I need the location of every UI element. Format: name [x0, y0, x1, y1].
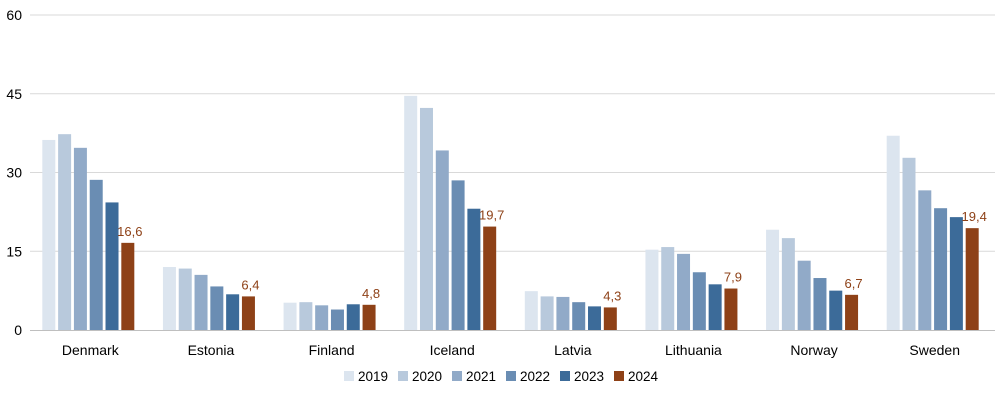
bar-2021-denmark: [73, 147, 87, 330]
bar-2023-iceland: [467, 208, 481, 330]
legend-item-2022: 2022: [506, 369, 550, 384]
bar-2024-norway: [845, 294, 859, 330]
bar-2019-latvia: [524, 291, 538, 330]
bar-2020-denmark: [58, 134, 72, 330]
x-tick-label: Iceland: [430, 342, 475, 358]
bar-2024-estonia: [241, 296, 255, 330]
x-tick-label: Finland: [309, 342, 355, 358]
y-axis: 0 15 30 45 60: [6, 7, 22, 338]
bar-2020-sweden: [902, 157, 916, 330]
bar-2021-finland: [315, 305, 329, 330]
bar-2022-norway: [813, 278, 827, 330]
data-label: 16,6: [117, 224, 142, 239]
legend-swatch: [560, 371, 570, 381]
x-tick-label: Norway: [790, 342, 837, 358]
bar-2021-latvia: [556, 296, 570, 330]
bar-2021-norway: [797, 260, 811, 330]
bar-2019-denmark: [42, 139, 56, 330]
bar-2020-iceland: [419, 107, 433, 330]
y-tick-label: 45: [6, 86, 22, 102]
bar-2019-norway: [766, 229, 780, 330]
data-label: 6,7: [845, 276, 863, 291]
legend-item-2019: 2019: [344, 369, 388, 384]
bar-2022-latvia: [572, 302, 586, 330]
data-label: 19,7: [479, 208, 504, 223]
bar-2023-sweden: [949, 217, 963, 330]
bar-2024-denmark: [121, 242, 135, 330]
bar-2019-sweden: [886, 135, 900, 330]
x-tick-label: Lithuania: [665, 342, 722, 358]
bar-2023-denmark: [105, 202, 119, 330]
bar-2021-iceland: [435, 150, 449, 330]
data-label: 7,9: [724, 270, 742, 285]
legend-label: 2023: [574, 369, 604, 384]
x-tick-label: Sweden: [909, 342, 960, 358]
data-labels: 16,6 6,4 4,8 19,7 4,3 7,9 6,7 19,4: [117, 208, 987, 304]
bar-2022-denmark: [89, 179, 103, 330]
legend-item-2020: 2020: [398, 369, 442, 384]
y-tick-label: 60: [6, 7, 22, 23]
gridlines: [30, 14, 995, 252]
bar-2024-finland: [362, 304, 376, 330]
data-label: 4,8: [362, 286, 380, 301]
legend-swatch: [344, 371, 354, 381]
x-axis: Denmark Estonia Finland Iceland Latvia Lithua…: [30, 330, 995, 358]
bar-2019-estonia: [162, 267, 176, 330]
legend-label: 2022: [520, 369, 550, 384]
bar-2020-latvia: [540, 296, 554, 330]
data-label: 4,3: [603, 288, 621, 303]
bar-2021-estonia: [194, 274, 208, 330]
bar-2020-estonia: [178, 268, 192, 330]
legend-swatch: [506, 371, 516, 381]
bar-2023-latvia: [588, 306, 602, 330]
legend-label: 2021: [466, 369, 496, 384]
bars: [42, 95, 979, 330]
legend-label: 2019: [358, 369, 388, 384]
legend-label: 2024: [628, 369, 659, 384]
x-tick-label: Estonia: [188, 342, 235, 358]
bar-2022-finland: [330, 309, 344, 330]
legend-label: 2020: [412, 369, 442, 384]
legend-item-2021: 2021: [452, 369, 496, 384]
data-label: 6,4: [241, 277, 259, 292]
legend-swatch: [614, 371, 624, 381]
bar-2022-iceland: [451, 180, 465, 330]
legend-swatch: [452, 371, 462, 381]
bar-2024-iceland: [483, 226, 497, 330]
y-tick-label: 0: [14, 322, 22, 338]
bar-2022-sweden: [934, 208, 948, 330]
bar-2020-norway: [781, 238, 795, 330]
data-label: 19,4: [962, 209, 987, 224]
y-tick-label: 30: [6, 165, 22, 181]
bar-2023-lithuania: [708, 284, 722, 330]
bar-2019-lithuania: [645, 249, 659, 330]
bar-2024-sweden: [965, 228, 979, 330]
bar-2023-estonia: [226, 294, 240, 330]
legend-item-2024: 2024: [614, 369, 659, 384]
x-tick-label: Latvia: [554, 342, 592, 358]
legend-swatch: [398, 371, 408, 381]
bar-2024-lithuania: [724, 288, 738, 330]
bar-2020-lithuania: [661, 247, 675, 330]
bar-2023-norway: [829, 290, 843, 330]
legend: 2019 2020 2021 2022 2023 2024: [344, 369, 659, 384]
bar-2023-finland: [346, 304, 360, 330]
bar-2021-lithuania: [677, 253, 691, 330]
bar-2021-sweden: [918, 190, 932, 330]
y-tick-label: 15: [6, 243, 22, 259]
x-tick-label: Denmark: [62, 342, 120, 358]
bar-2020-finland: [299, 302, 313, 330]
bar-2019-iceland: [404, 95, 418, 330]
bar-2022-lithuania: [692, 272, 706, 330]
bar-2022-estonia: [210, 286, 224, 330]
bar-2019-finland: [283, 302, 297, 330]
legend-item-2023: 2023: [560, 369, 604, 384]
bar-2024-latvia: [603, 307, 617, 330]
